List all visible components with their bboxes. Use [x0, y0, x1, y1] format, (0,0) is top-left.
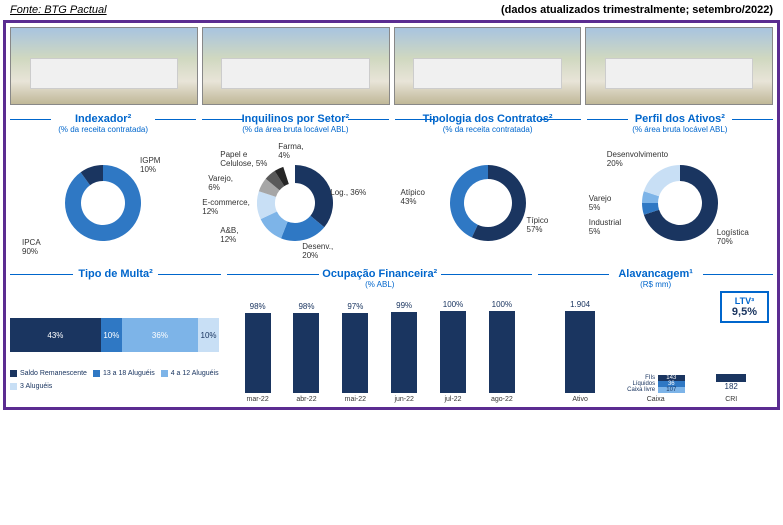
panel-title: Perfil dos Ativos² [587, 113, 773, 125]
update-text: (dados atualizados trimestralmente; sete… [501, 4, 773, 16]
multa-panel: Tipo de Multa² 43%10%36%10% Saldo Remane… [10, 268, 221, 403]
ltv-label: LTV³ [732, 296, 757, 306]
donut-label: Desenv.,20% [302, 242, 333, 260]
dashboard-frame: Indexador² (% da receita contratada) IGP… [3, 20, 780, 410]
donut-row: Indexador² (% da receita contratada) IGP… [10, 113, 773, 268]
panel-title: Alavancagem¹ [538, 268, 773, 280]
ltv-value: 9,5% [732, 306, 757, 318]
donut-label: Varejo,6% [208, 174, 233, 192]
donut-label: Varejo5% [589, 194, 612, 212]
ocupacao-panel: Ocupação Financeira² (% ABL) 98%mar-2298… [227, 268, 532, 403]
donut-label: Papel eCelulose, 5% [220, 150, 267, 168]
donut-label: Log., 36% [330, 188, 366, 197]
multa-segment: 36% [122, 318, 198, 352]
donut-label: Típico57% [527, 216, 549, 234]
ocupacao-bar: 100%jul-22 [438, 300, 468, 403]
donut-label: Industrial5% [589, 218, 621, 236]
panel-subtitle: (% da receita contratada) [395, 125, 581, 134]
ocupacao-bar: 98%mar-22 [243, 302, 273, 403]
legend-item: 13 a 18 Aluguéis [93, 370, 155, 377]
photo-strip [10, 27, 773, 105]
legend-item: Saldo Remanescente [10, 370, 87, 377]
ltv-box: LTV³ 9,5% [720, 291, 769, 323]
panel-subtitle: (R$ mm) [538, 280, 773, 289]
ocupacao-bar: 97%mai-22 [340, 302, 370, 403]
alav-ativo: 1.904Ativo [556, 300, 604, 403]
multa-segment: 10% [198, 318, 219, 352]
bottom-row: Tipo de Multa² 43%10%36%10% Saldo Remane… [10, 268, 773, 403]
warehouse-photo [394, 27, 582, 105]
inquilinos-panel: Inquilinos por Setor² (% da área bruta l… [202, 113, 388, 268]
perfil-panel: Perfil dos Ativos² (% área bruta locável… [587, 113, 773, 268]
ocupacao-bar: 98%abr-22 [291, 302, 321, 403]
warehouse-photo [10, 27, 198, 105]
warehouse-photo [202, 27, 390, 105]
alavancagem-panel: Alavancagem¹ (R$ mm) LTV³ 9,5% 1.904Ativ… [538, 268, 773, 403]
panel-subtitle: (% área bruta locável ABL) [587, 125, 773, 134]
multa-stacked-bar: 43%10%36%10% [10, 318, 221, 352]
ocupacao-bars: 98%mar-22 98%abr-22 97%mai-22 99%jun-22 100%… [227, 293, 532, 403]
donut-label: Farma,4% [278, 142, 303, 160]
alav-caixa: FIIs LíquidosCaixa livre14336107Caixa [632, 375, 680, 403]
panel-subtitle: (% ABL) [227, 280, 532, 289]
warehouse-photo [585, 27, 773, 105]
panel-title: Tipo de Multa² [10, 268, 221, 280]
donut-label: Desenvolvimento20% [607, 150, 668, 168]
indexador-panel: Indexador² (% da receita contratada) IGP… [10, 113, 196, 268]
multa-legend: Saldo Remanescente 13 a 18 Aluguéis 4 a 12… [10, 370, 221, 390]
alavancagem-bars: LTV³ 9,5% 1.904Ativo FIIs LíquidosCaixa l… [538, 293, 773, 403]
multa-segment: 43% [10, 318, 101, 352]
panel-subtitle [10, 280, 221, 289]
ocupacao-bar: 99%jun-22 [389, 301, 419, 403]
tipologia-panel: Tipologia dos Contratos² (% da receita c… [395, 113, 581, 268]
panel-subtitle: (% da receita contratada) [10, 125, 196, 134]
donut-label: E-commerce,12% [202, 198, 250, 216]
panel-title: Inquilinos por Setor² [202, 113, 388, 125]
donut-label: Atípico43% [401, 188, 425, 206]
legend-item: 4 a 12 Aluguéis [161, 370, 219, 377]
panel-title: Ocupação Financeira² [227, 268, 532, 280]
multa-segment: 10% [101, 318, 122, 352]
alav-cri: 182CRI [707, 374, 755, 403]
legend-item: 3 Aluguéis [10, 383, 52, 390]
panel-title: Tipologia dos Contratos² [395, 113, 581, 125]
donut-label: A&B,12% [220, 226, 238, 244]
panel-title: Indexador² [10, 113, 196, 125]
donut-label: IPCA90% [22, 238, 41, 256]
panel-subtitle: (% da área bruta locável ABL) [202, 125, 388, 134]
source-text: Fonte: BTG Pactual [10, 4, 107, 16]
ocupacao-bar: 100%ago-22 [487, 300, 517, 403]
donut-label: IGPM10% [140, 156, 160, 174]
donut-label: Logística70% [717, 228, 749, 246]
